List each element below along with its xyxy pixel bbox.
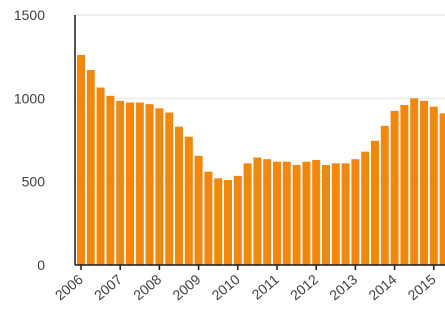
x-tick-label: 2009 (169, 271, 203, 303)
y-tick-labels: 0 500 1000 1500 (14, 7, 45, 273)
x-tick-label: 2008 (130, 271, 164, 303)
bar (175, 126, 183, 265)
y-tick-label: 1000 (14, 90, 45, 106)
x-tick-label: 2011 (249, 271, 283, 303)
bar (204, 171, 213, 265)
bar (341, 163, 350, 265)
bar (410, 98, 419, 265)
y-tick-label: 500 (22, 174, 46, 190)
bar (273, 161, 281, 265)
bar (439, 113, 445, 265)
x-tick-label: 2014 (365, 271, 399, 303)
axes (74, 15, 445, 270)
bar (371, 140, 379, 265)
bar (106, 95, 115, 265)
bar (96, 87, 105, 265)
bar (263, 159, 272, 265)
bar (312, 160, 321, 265)
x-tick-label: 2006 (52, 271, 86, 303)
bar (253, 157, 262, 265)
bar (429, 106, 438, 265)
bar (233, 175, 242, 265)
bar-series (77, 55, 445, 265)
x-tick-label: 2010 (209, 271, 243, 303)
bar (380, 125, 389, 265)
bar (302, 161, 311, 265)
x-tick-label: 2013 (326, 271, 360, 303)
bar (361, 151, 370, 265)
bar (400, 105, 409, 265)
bar (420, 100, 428, 265)
bar (390, 110, 399, 265)
x-tick-label: 2015 (405, 271, 439, 303)
bar (184, 136, 193, 265)
bar (322, 165, 330, 265)
bar (116, 100, 125, 265)
bar (135, 102, 144, 265)
bar (77, 55, 85, 265)
bar (126, 102, 134, 265)
bar (145, 104, 154, 265)
x-tick-label: 2012 (287, 271, 321, 303)
bar (86, 70, 95, 265)
bar (214, 178, 223, 265)
y-tick-label: 1500 (14, 7, 45, 23)
bar (282, 161, 291, 265)
bar (331, 163, 340, 265)
x-tick-labels: 2006 2007 2008 2009 2010 2011 2012 2013 2014 2015 (52, 271, 439, 303)
bar (155, 108, 164, 265)
bar (224, 180, 232, 265)
bar (243, 163, 252, 265)
bar (292, 165, 301, 265)
x-tick-label: 2007 (91, 271, 125, 303)
bar (351, 159, 360, 265)
bar (165, 112, 174, 265)
y-tick-label: 0 (37, 257, 45, 273)
bar (194, 155, 203, 265)
